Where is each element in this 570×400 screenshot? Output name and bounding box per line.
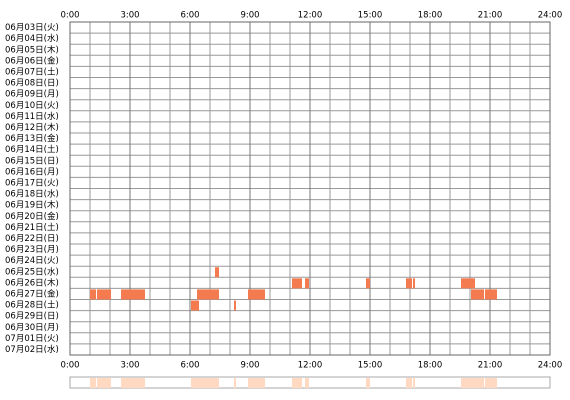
x-tick-label: 18:00	[418, 11, 443, 21]
activity-block	[90, 289, 96, 300]
summary-block	[234, 378, 236, 388]
x-tick-label: 15:00	[358, 361, 383, 371]
summary-block	[197, 378, 219, 388]
row-label: 06月12日(木)	[5, 122, 59, 133]
summary-block	[413, 378, 415, 388]
summary-block	[366, 378, 370, 388]
x-tick-label: 12:00	[298, 361, 323, 371]
summary-block	[248, 378, 265, 388]
x-tick-label: 6:00	[180, 361, 199, 371]
row-label: 06月18日(水)	[5, 189, 59, 200]
row-label: 06月28日(土)	[5, 300, 59, 311]
row-label: 06月22日(日)	[5, 234, 59, 244]
x-tick-label: 21:00	[478, 361, 503, 371]
activity-block	[305, 278, 309, 289]
x-tick-label: 0:00	[60, 361, 79, 371]
x-tick-label: 9:00	[240, 361, 259, 371]
row-label: 06月25日(水)	[5, 266, 59, 277]
row-label: 06月26日(木)	[5, 277, 59, 288]
summary-block	[406, 378, 412, 388]
row-label: 06月04日(水)	[5, 33, 59, 44]
x-tick-label: 0:00	[60, 11, 79, 21]
row-label: 06月11日(水)	[5, 111, 59, 122]
row-label: 06月21日(土)	[5, 222, 59, 233]
activity-block	[215, 267, 219, 278]
activity-block	[471, 289, 484, 300]
row-label: 06月06日(金)	[5, 55, 59, 66]
row-label: 06月20日(金)	[5, 211, 59, 222]
row-label: 06月15日(日)	[5, 156, 59, 166]
row-label: 06月14日(土)	[5, 144, 59, 155]
row-label: 07月02日(水)	[5, 344, 59, 355]
activity-block	[234, 300, 236, 311]
activity-block	[366, 278, 370, 289]
x-tick-label: 6:00	[180, 11, 199, 21]
activity-block	[292, 278, 302, 289]
activity-block	[197, 289, 219, 300]
activity-block	[406, 278, 412, 289]
row-label: 06月13日(金)	[5, 133, 59, 144]
summary-block	[90, 378, 96, 388]
summary-block	[461, 378, 475, 388]
row-label: 06月30日(月)	[5, 323, 59, 333]
row-label: 07月01日(火)	[5, 334, 59, 344]
row-label: 06月09日(月)	[5, 90, 59, 100]
activity-block	[413, 278, 415, 289]
row-label: 06月08日(日)	[5, 79, 59, 89]
activity-block	[248, 289, 265, 300]
plot-border	[69, 21, 551, 356]
row-label: 06月27日(金)	[5, 288, 59, 299]
row-label: 06月05日(木)	[5, 44, 59, 55]
activity-block	[97, 289, 111, 300]
row-label: 06月16日(月)	[5, 167, 59, 177]
summary-block	[292, 378, 302, 388]
row-label: 06月29日(日)	[5, 312, 59, 322]
row-label: 06月10日(火)	[5, 101, 59, 111]
activity-block	[121, 289, 145, 300]
summary-block	[97, 378, 111, 388]
summary-strip	[69, 376, 551, 389]
x-tick-label: 3:00	[120, 11, 139, 21]
row-label: 06月03日(火)	[5, 23, 59, 33]
row-label: 06月24日(火)	[5, 256, 59, 266]
row-label: 06月07日(土)	[5, 66, 59, 77]
summary-block	[471, 378, 484, 388]
summary-block	[305, 378, 309, 388]
summary-block	[121, 378, 145, 388]
row-label: 06月17日(火)	[5, 178, 59, 188]
row-label: 06月23日(月)	[5, 245, 59, 255]
activity-block	[191, 300, 199, 311]
row-label: 06月19日(木)	[5, 200, 59, 211]
activity-block	[461, 278, 475, 289]
x-tick-label: 24:00	[538, 361, 563, 371]
activity-block	[485, 289, 497, 300]
x-tick-label: 12:00	[298, 11, 323, 21]
x-tick-label: 3:00	[120, 361, 139, 371]
x-tick-label: 18:00	[418, 361, 443, 371]
x-tick-label: 9:00	[240, 11, 259, 21]
x-tick-label: 21:00	[478, 11, 503, 21]
x-tick-label: 24:00	[538, 11, 563, 21]
summary-block	[191, 378, 199, 388]
summary-block	[485, 378, 497, 388]
x-tick-label: 15:00	[358, 11, 383, 21]
